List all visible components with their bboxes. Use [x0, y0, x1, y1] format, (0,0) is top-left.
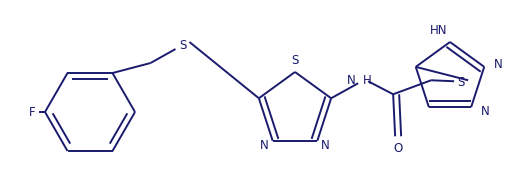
- Text: N: N: [321, 139, 329, 152]
- Text: O: O: [393, 142, 403, 155]
- Text: N: N: [346, 74, 355, 87]
- Text: S: S: [458, 76, 465, 89]
- Text: S: S: [291, 53, 299, 66]
- Text: N: N: [494, 58, 503, 71]
- Text: F: F: [28, 105, 35, 118]
- Text: HN: HN: [429, 23, 447, 36]
- Text: S: S: [179, 39, 186, 52]
- Text: N: N: [260, 139, 269, 152]
- Text: N: N: [481, 105, 490, 118]
- Text: H: H: [363, 74, 372, 87]
